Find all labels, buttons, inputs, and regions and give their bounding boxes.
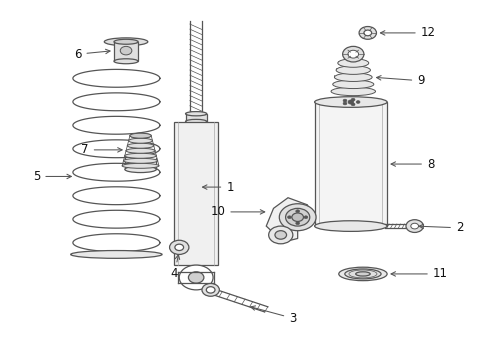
Ellipse shape [128,138,152,143]
Text: 12: 12 [380,26,435,39]
Polygon shape [265,198,311,242]
Ellipse shape [185,112,206,116]
Circle shape [363,30,371,36]
Text: 3: 3 [250,306,296,325]
Ellipse shape [334,73,371,81]
Text: 9: 9 [376,74,424,87]
Bar [114,42,138,61]
Ellipse shape [71,251,162,258]
Circle shape [350,98,354,101]
Ellipse shape [344,269,380,279]
Ellipse shape [124,153,156,158]
Ellipse shape [332,80,373,89]
Circle shape [347,100,353,104]
Circle shape [120,46,132,55]
Circle shape [410,223,418,229]
Circle shape [291,213,303,221]
Ellipse shape [355,272,369,276]
Circle shape [304,216,307,219]
Circle shape [295,222,299,225]
Ellipse shape [338,267,386,281]
Circle shape [295,210,299,213]
Circle shape [175,244,183,251]
Ellipse shape [130,133,151,138]
Ellipse shape [104,38,147,46]
Ellipse shape [122,163,159,168]
Text: 2: 2 [418,221,463,234]
Ellipse shape [314,97,386,107]
Text: 1: 1 [202,181,233,194]
Circle shape [268,226,292,244]
Circle shape [206,287,215,293]
Text: 5: 5 [33,170,71,183]
Circle shape [274,231,286,239]
Ellipse shape [114,59,138,64]
Circle shape [355,100,359,103]
Ellipse shape [114,39,138,44]
Circle shape [347,50,358,58]
Bar [174,122,218,265]
Ellipse shape [124,166,156,172]
Ellipse shape [314,221,386,231]
Text: 6: 6 [74,48,110,61]
Bar [314,102,386,226]
Circle shape [358,27,376,39]
Text: 10: 10 [210,206,264,219]
Circle shape [179,265,213,290]
Circle shape [285,208,309,226]
Text: 4: 4 [170,255,179,280]
Circle shape [343,99,346,102]
Text: 7: 7 [81,143,122,156]
Circle shape [350,103,354,106]
Ellipse shape [337,59,368,67]
Ellipse shape [127,143,153,148]
Circle shape [343,102,346,105]
Circle shape [188,272,203,283]
Text: 11: 11 [390,267,447,280]
Circle shape [169,240,188,255]
Ellipse shape [335,66,370,75]
Circle shape [342,46,363,62]
Ellipse shape [185,120,206,123]
Circle shape [287,216,291,219]
Ellipse shape [123,158,157,163]
Bar [185,114,206,122]
Ellipse shape [126,148,155,153]
Ellipse shape [130,133,151,138]
Circle shape [405,220,423,233]
Circle shape [279,204,315,231]
Circle shape [202,283,219,296]
Text: 8: 8 [390,158,433,171]
Ellipse shape [330,87,375,96]
